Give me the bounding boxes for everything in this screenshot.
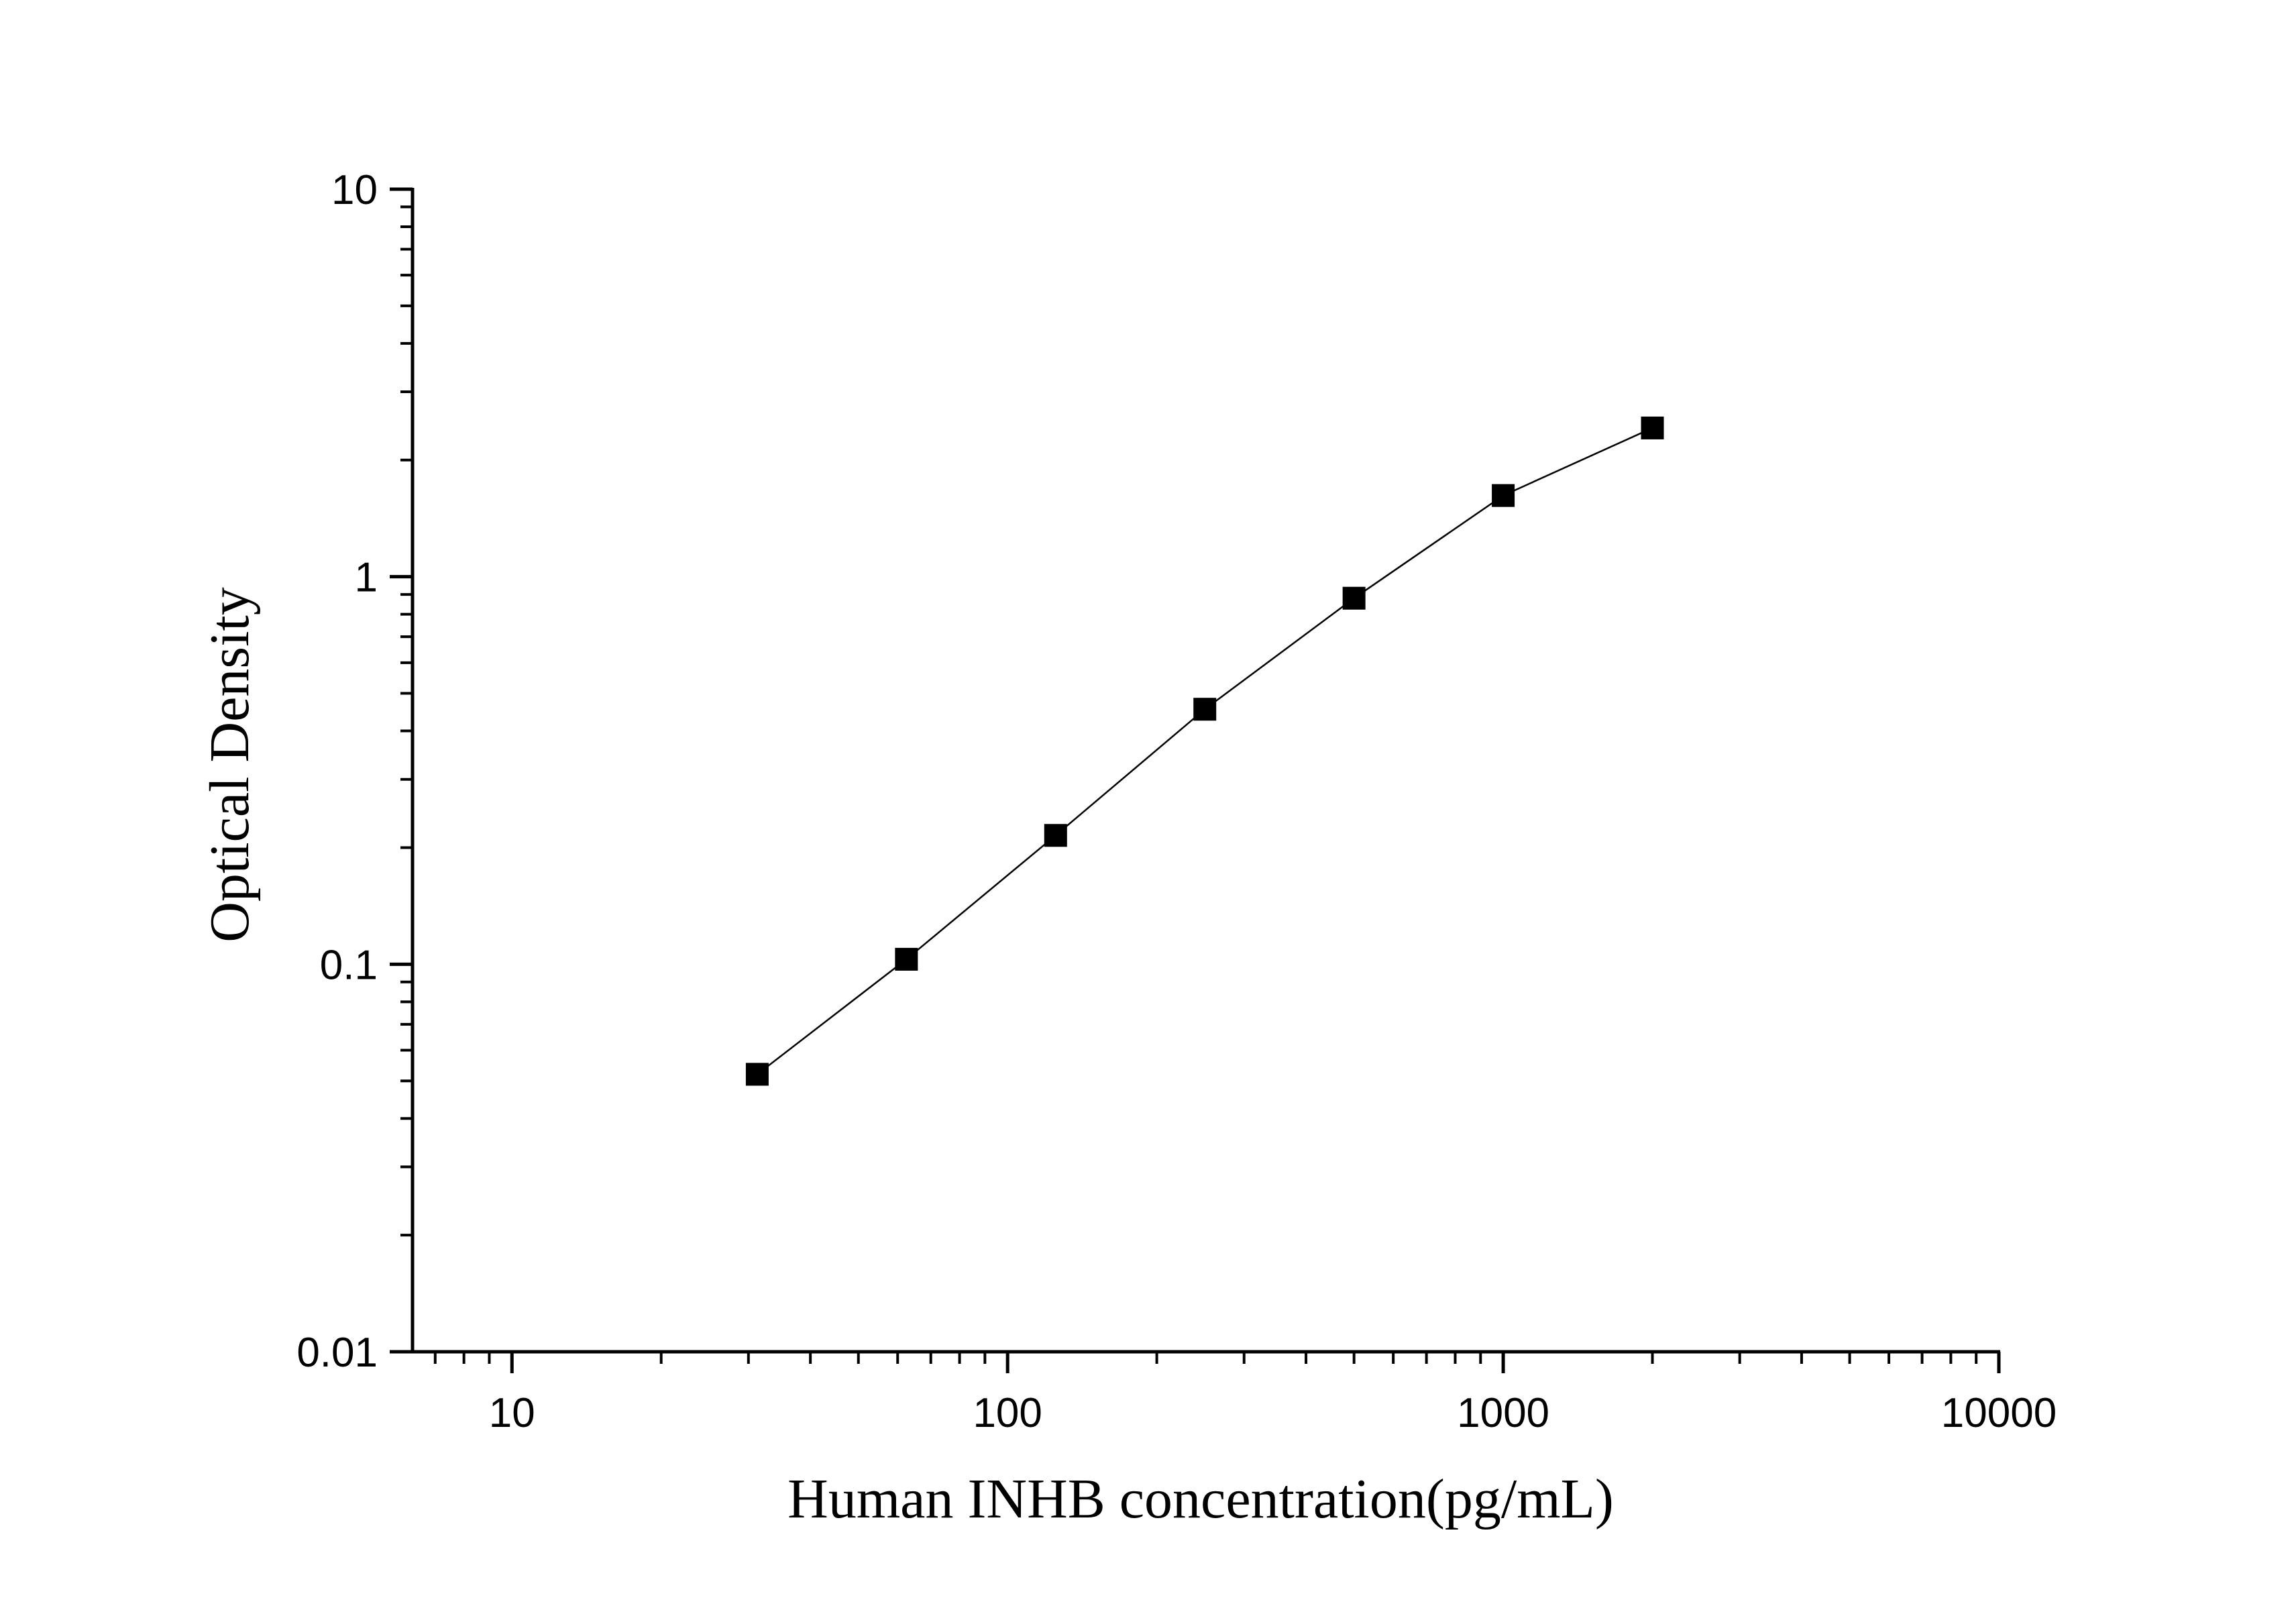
y-tick-label: 1	[355, 555, 378, 601]
series-line-segment	[1353, 494, 1504, 599]
data-point	[1193, 698, 1217, 721]
series-line-segment	[1204, 597, 1355, 710]
y-tick-label: 10	[331, 167, 378, 213]
x-tick-label: 10000	[1941, 1390, 2057, 1436]
data-point	[745, 1063, 769, 1086]
data-point	[1641, 416, 1664, 439]
plot-area	[745, 416, 1664, 1086]
series-line-segment	[757, 958, 908, 1075]
data-point	[1044, 824, 1067, 847]
axes	[411, 188, 2000, 1354]
series-line-segment	[1502, 427, 1653, 496]
x-tick-label: 1000	[1457, 1390, 1549, 1436]
ticks	[390, 187, 2001, 1373]
x-tick-label: 100	[973, 1390, 1042, 1436]
data-point	[1342, 586, 1366, 610]
x-tick-label: 10	[489, 1390, 535, 1436]
data-point	[1492, 484, 1515, 507]
x-axis-title: Human INHB concentration(pg/mL)	[787, 1468, 1614, 1530]
series-line-segment	[1054, 708, 1206, 837]
data-point	[895, 947, 918, 971]
tick-labels: 10 100 1000 10000 0.01 0.1 1 10	[296, 167, 2057, 1436]
y-axis-title: Optical Density	[199, 587, 261, 943]
y-tick-label: 0.01	[296, 1330, 378, 1376]
series-line-segment	[906, 835, 1056, 960]
y-tick-label: 0.1	[320, 942, 378, 988]
